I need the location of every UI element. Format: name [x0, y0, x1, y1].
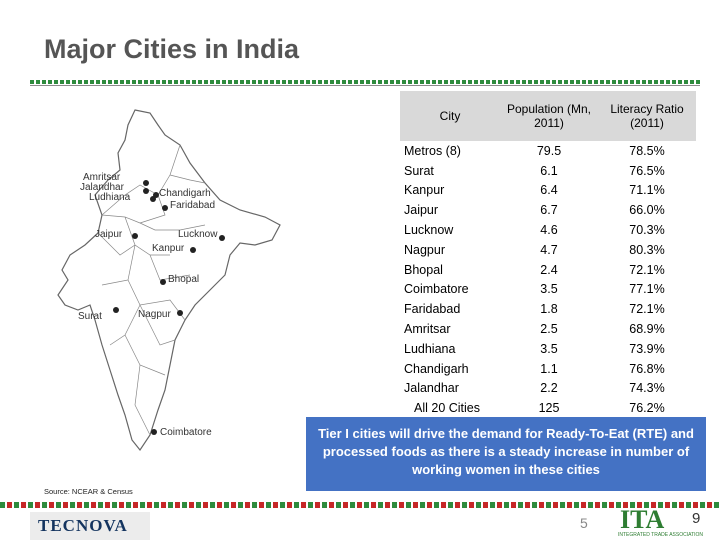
cell-population: 1.1	[540, 361, 558, 376]
cell-population: 4.6	[540, 223, 558, 238]
map-label-amritsar: Amritsar	[83, 172, 121, 183]
cell-city: Bhopal	[404, 262, 443, 277]
faridabad-marker	[162, 205, 168, 211]
cell-city: Metros (8)	[404, 143, 461, 158]
nagpur-marker	[177, 310, 183, 316]
cell-total-literacy: 76.2%	[629, 401, 665, 416]
cell-city: Coimbatore	[404, 282, 469, 297]
cell-total-city: All 20 Cities	[414, 401, 480, 416]
cell-city: Amritsar	[404, 322, 451, 337]
ita-logo: ITA	[620, 505, 665, 534]
cities-table: City Population (Mn, 2011) Literacy Rati…	[400, 91, 696, 418]
bhopal-marker	[160, 279, 166, 285]
table-row: Jaipur 6.7 66.0%	[400, 200, 696, 220]
table-row: Lucknow 4.6 70.3%	[400, 220, 696, 240]
cell-literacy: 66.0%	[629, 203, 665, 218]
map-label-jaipur: Jaipur	[95, 229, 123, 240]
slide-number: 9	[692, 510, 701, 527]
cell-literacy: 72.1%	[629, 262, 665, 277]
page-number: 5	[580, 515, 588, 531]
table-row: Kanpur 6.4 71.1%	[400, 181, 696, 201]
cell-population: 6.1	[540, 163, 558, 178]
cell-population: 2.2	[540, 381, 558, 396]
source-note: Source: NCEAR & Census	[44, 487, 133, 496]
table-row: Coimbatore 3.5 77.1%	[400, 280, 696, 300]
cell-population: 6.4	[540, 183, 558, 198]
cell-city: Faridabad	[404, 302, 461, 317]
tecnova-logo: TECNOVA	[30, 512, 150, 540]
cell-city: Nagpur	[404, 242, 445, 257]
surat-marker	[113, 307, 119, 313]
tecnova-logo-text: TECNOVA	[38, 516, 128, 535]
lucknow-marker	[219, 235, 225, 241]
cell-literacy: 70.3%	[629, 223, 665, 238]
header-city: City	[400, 91, 500, 141]
table-row: Nagpur 4.7 80.3%	[400, 240, 696, 260]
map-label-chandigarh: Chandigarh	[159, 188, 211, 199]
map-label-surat: Surat	[78, 311, 102, 322]
cell-literacy: 71.1%	[629, 183, 665, 198]
cell-population: 3.5	[540, 341, 558, 356]
title-divider	[30, 80, 700, 84]
cell-population: 6.7	[540, 203, 558, 218]
cell-city: Jalandhar	[404, 381, 459, 396]
map-label-jalandhar: Jalandhar	[80, 182, 124, 193]
cell-literacy: 77.1%	[629, 282, 665, 297]
header-literacy: Literacy Ratio (2011)	[598, 91, 696, 141]
ita-logo-subtitle: INTEGRATED TRADE ASSOCIATION	[618, 532, 704, 538]
cell-literacy: 68.9%	[629, 322, 665, 337]
kanpur-marker	[190, 247, 196, 253]
table-row: Faridabad 1.8 72.1%	[400, 299, 696, 319]
map-label-ludhiana: Ludhiana	[89, 192, 131, 203]
cell-city: Lucknow	[404, 223, 454, 238]
chandigarh-marker	[153, 192, 159, 198]
table-row: Bhopal 2.4 72.1%	[400, 260, 696, 280]
cell-literacy: 76.8%	[629, 361, 665, 376]
coimbatore-marker	[151, 429, 157, 435]
cities-table-wrapper: City Population (Mn, 2011) Literacy Rati…	[400, 91, 700, 418]
callout-box: Tier I cities will drive the demand for …	[306, 417, 706, 491]
map-label-kanpur: Kanpur	[152, 243, 185, 254]
cell-literacy: 80.3%	[629, 242, 665, 257]
jaipur-marker	[132, 233, 138, 239]
map-label-coimbatore: Coimbatore	[160, 427, 212, 438]
cell-city: Jaipur	[404, 203, 439, 218]
cell-population: 2.5	[540, 322, 558, 337]
table-row: Metros (8) 79.5 78.5%	[400, 141, 696, 161]
map-label-faridabad: Faridabad	[170, 200, 216, 211]
table-row: Chandigarh 1.1 76.8%	[400, 359, 696, 379]
title-divider-line	[30, 85, 700, 86]
cell-total-population: 125	[538, 401, 560, 416]
cell-population: 3.5	[540, 282, 558, 297]
cell-population: 4.7	[540, 242, 558, 257]
table-row: Amritsar 2.5 68.9%	[400, 319, 696, 339]
cell-population: 2.4	[540, 262, 558, 277]
table-row: Jalandhar 2.2 74.3%	[400, 379, 696, 399]
cell-city: Ludhiana	[404, 341, 456, 356]
page-title: Major Cities in India	[44, 34, 300, 64]
map-label-nagpur: Nagpur	[138, 309, 171, 320]
cell-literacy: 76.5%	[629, 163, 665, 178]
footer-divider	[0, 502, 720, 508]
table-header-row: City Population (Mn, 2011) Literacy Rati…	[400, 91, 696, 141]
table-row: Surat 6.1 76.5%	[400, 161, 696, 181]
jalandhar-marker	[143, 188, 149, 194]
cell-population: 79.5	[536, 143, 562, 158]
amritsar-marker	[143, 180, 149, 186]
cell-literacy: 73.9%	[629, 341, 665, 356]
cell-city: Surat	[404, 163, 434, 178]
header-population: Population (Mn, 2011)	[500, 91, 598, 141]
cell-city: Chandigarh	[404, 361, 469, 376]
table-row: Ludhiana 3.5 73.9%	[400, 339, 696, 359]
ludhiana-marker	[150, 196, 156, 202]
map-label-lucknow: Lucknow	[178, 229, 218, 240]
cell-literacy: 72.1%	[629, 302, 665, 317]
cell-literacy: 78.5%	[629, 143, 665, 158]
cell-city: Kanpur	[404, 183, 445, 198]
cell-population: 1.8	[540, 302, 558, 317]
cell-literacy: 74.3%	[629, 381, 665, 396]
table-body: Metros (8) 79.5 78.5% Surat 6.1 76.5% Kanpur 6.…	[400, 141, 696, 418]
map-label-bhopal: Bhopal	[168, 274, 200, 285]
table-total-row: All 20 Cities 125 76.2%	[400, 398, 696, 418]
